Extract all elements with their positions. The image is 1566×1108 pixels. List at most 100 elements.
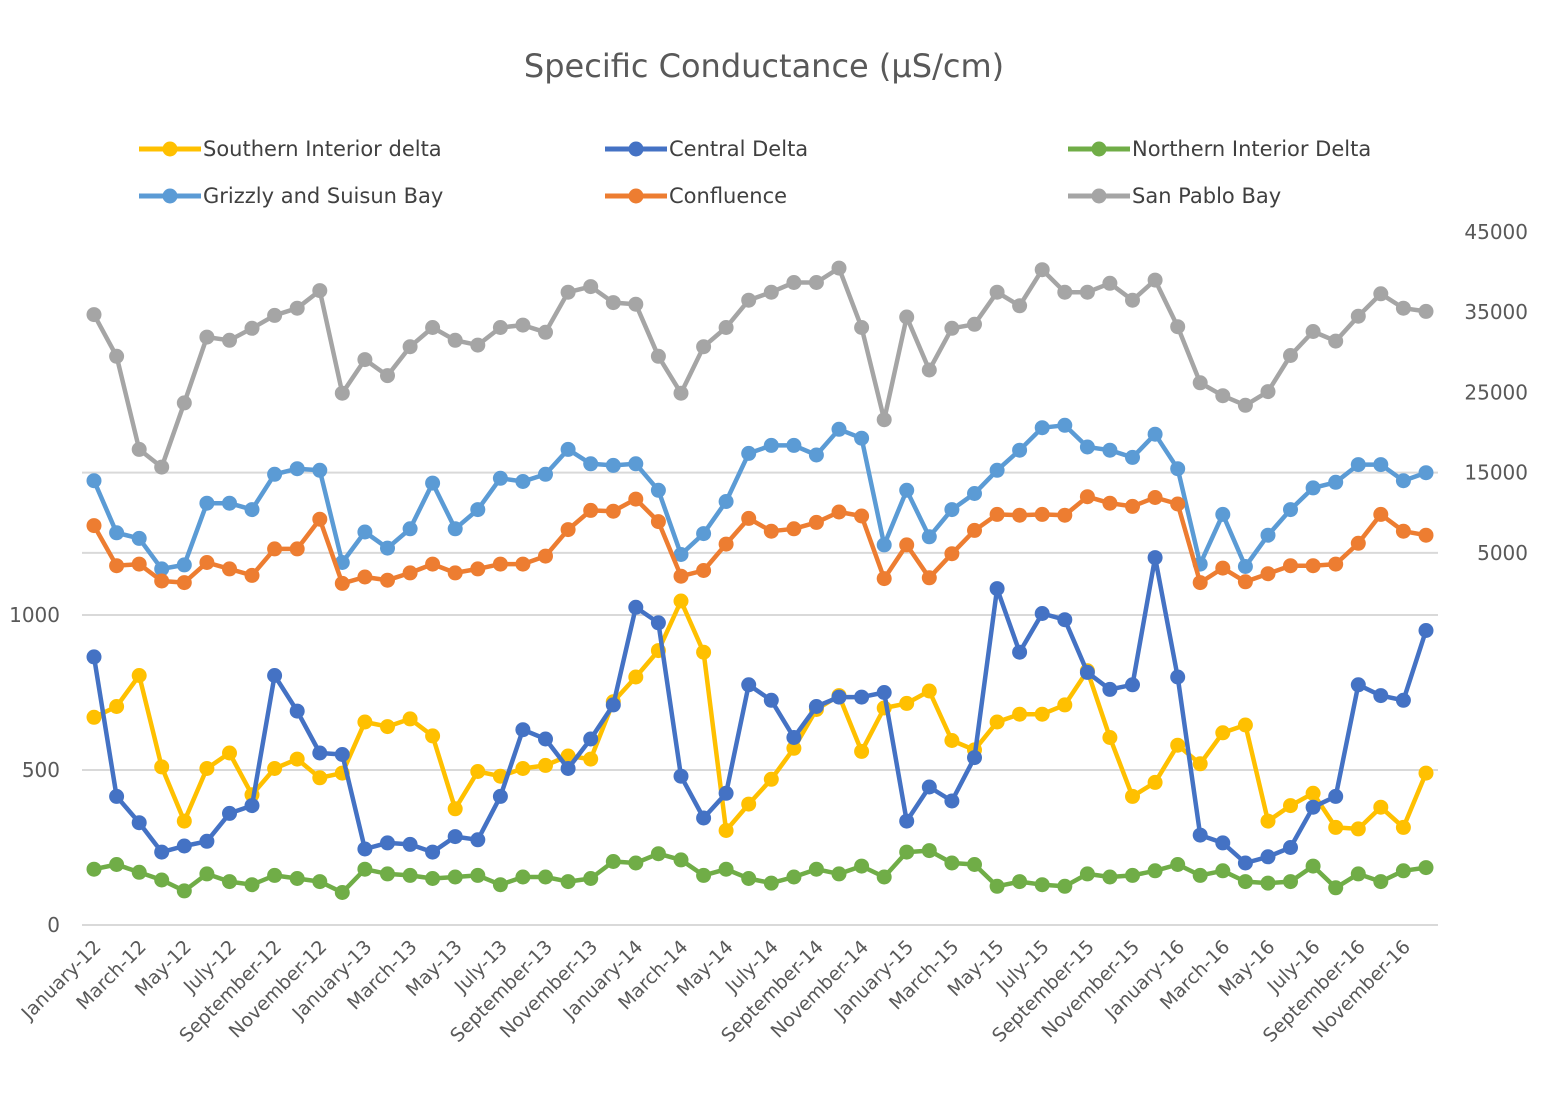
data-point [1373,799,1389,815]
data-point [967,857,982,872]
data-point [808,514,824,530]
legend-swatch-marker [162,188,178,204]
data-point [560,761,576,776]
data-point [1350,457,1366,473]
data-point [131,815,147,831]
data-point [538,731,553,747]
data-point [131,530,147,546]
data-point [1170,461,1186,477]
data-point [425,844,441,860]
data-point [718,494,734,509]
data-point [944,546,960,562]
data-point [650,348,666,364]
data-point [989,462,1005,478]
data-point [1057,697,1073,713]
data-point [154,573,170,589]
data-point [1170,669,1186,685]
data-point [86,473,102,489]
data-point [425,556,441,572]
data-point [899,695,915,711]
data-point [808,861,824,877]
data-point [244,798,260,814]
data-point [673,547,689,562]
data-point [808,699,824,714]
data-point [1395,863,1411,879]
legend-label: Confluence [669,184,787,208]
data-point [538,548,553,564]
data-point [1260,566,1276,582]
data-point [1373,457,1389,473]
data-point [492,788,508,804]
data-point [199,555,215,570]
data-point [447,801,463,817]
data-point [583,751,599,767]
data-point [921,843,937,859]
data-point [854,743,870,759]
data-point [1237,559,1253,574]
data-point [1034,420,1050,436]
y-tick-label: 15000 [1464,461,1528,485]
data-point [447,332,463,348]
data-point [222,745,237,761]
data-point [583,871,599,886]
data-point [876,685,892,700]
data-point [470,867,486,883]
data-point [1395,819,1411,835]
data-point [244,502,260,518]
data-point [989,581,1005,597]
data-point [605,503,621,519]
data-point [1057,612,1073,628]
data-point [1170,496,1186,512]
data-point [154,459,170,475]
data-point [1395,473,1411,489]
data-point [921,570,937,586]
data-point [334,385,350,401]
data-point [1034,262,1050,278]
data-point [154,759,170,775]
data-point [222,561,237,577]
data-point [1034,877,1050,893]
data-point [786,740,802,756]
data-point [650,482,666,498]
data-point [696,810,712,826]
data-point [289,461,305,477]
data-point [109,525,125,541]
data-point [1125,867,1140,883]
data-point [650,846,666,862]
data-point [967,486,982,501]
data-point [402,836,418,852]
data-point [1034,606,1050,621]
data-point [289,871,305,886]
data-point [131,864,147,880]
data-point [696,563,712,578]
legend-label: Northern Interior Delta [1132,137,1371,161]
data-point [741,510,757,526]
data-point [447,565,463,581]
data-point [222,332,237,348]
data-point [876,869,892,885]
data-point [447,829,463,845]
legend-item: Central Delta [605,137,808,161]
x-axis: January-12March-12May-12July-12September… [17,936,1415,1047]
data-point [1034,706,1050,722]
data-point [1328,474,1344,490]
data-point [154,561,170,577]
data-point [86,709,102,725]
data-point [244,567,260,583]
data-point [515,474,531,489]
data-point [199,761,215,776]
data-point [628,599,644,615]
data-point [492,877,508,893]
data-point [560,522,576,538]
legend: Southern Interior delta Central Delta Nort… [139,137,1371,208]
data-point [312,745,328,761]
data-point [222,805,237,821]
data-point [492,320,508,335]
legend-item: Northern Interior Delta [1068,137,1371,161]
data-point [357,841,373,857]
data-point [1283,502,1298,518]
data-point [1192,575,1208,591]
data-point [944,793,960,809]
series-confluence [86,489,1434,591]
